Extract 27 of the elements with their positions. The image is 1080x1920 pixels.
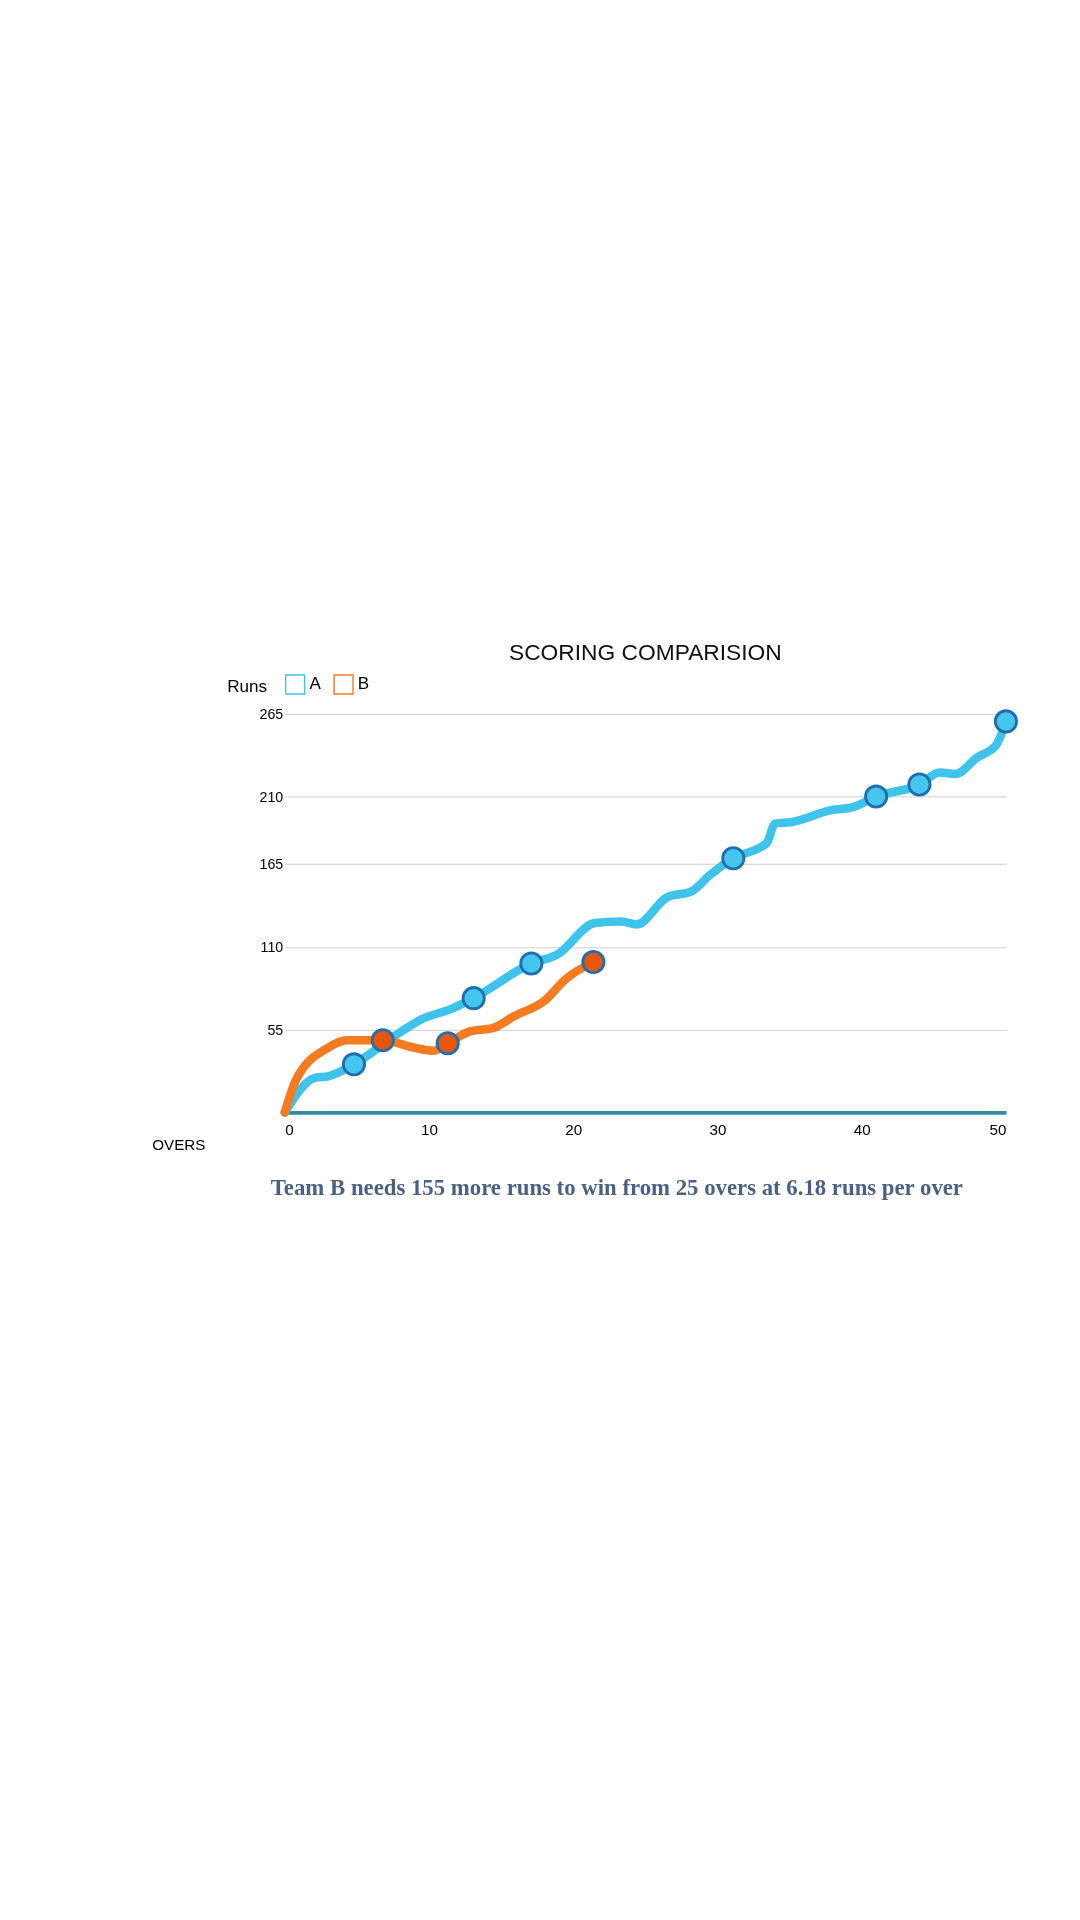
x-tick-label: 30	[709, 1120, 727, 1138]
y-tick-label: 210	[259, 788, 284, 805]
x-tick-label: 40	[853, 1120, 871, 1138]
legend-label: B	[357, 674, 370, 694]
x-axis-title: OVERS	[152, 1135, 206, 1153]
point	[461, 986, 486, 1011]
legend-label: A	[309, 674, 322, 694]
x-tick-label: 0	[285, 1120, 294, 1138]
point	[721, 846, 746, 871]
chart-title: SCORING COMPARISION	[508, 638, 782, 665]
y-tick-label: 110	[260, 939, 284, 956]
text: Team B needs 155 more runs to win from 25 overs at 6.18 runs per over	[270, 1175, 963, 1201]
y-axis-title: Runs	[227, 676, 268, 696]
x-tick-label: 20	[565, 1120, 583, 1138]
y-tick-label: 265	[259, 706, 284, 723]
point	[864, 784, 889, 809]
point	[581, 950, 606, 975]
point	[907, 772, 932, 797]
point	[435, 1031, 460, 1056]
point	[341, 1052, 366, 1077]
point	[993, 709, 1019, 734]
y-tick-label: 165	[259, 856, 284, 873]
x-tick-label: 10	[420, 1120, 438, 1138]
x-tick-label: 50	[989, 1120, 1007, 1138]
point	[519, 951, 544, 976]
point	[370, 1028, 395, 1053]
y-tick-label: 55	[267, 1021, 284, 1038]
